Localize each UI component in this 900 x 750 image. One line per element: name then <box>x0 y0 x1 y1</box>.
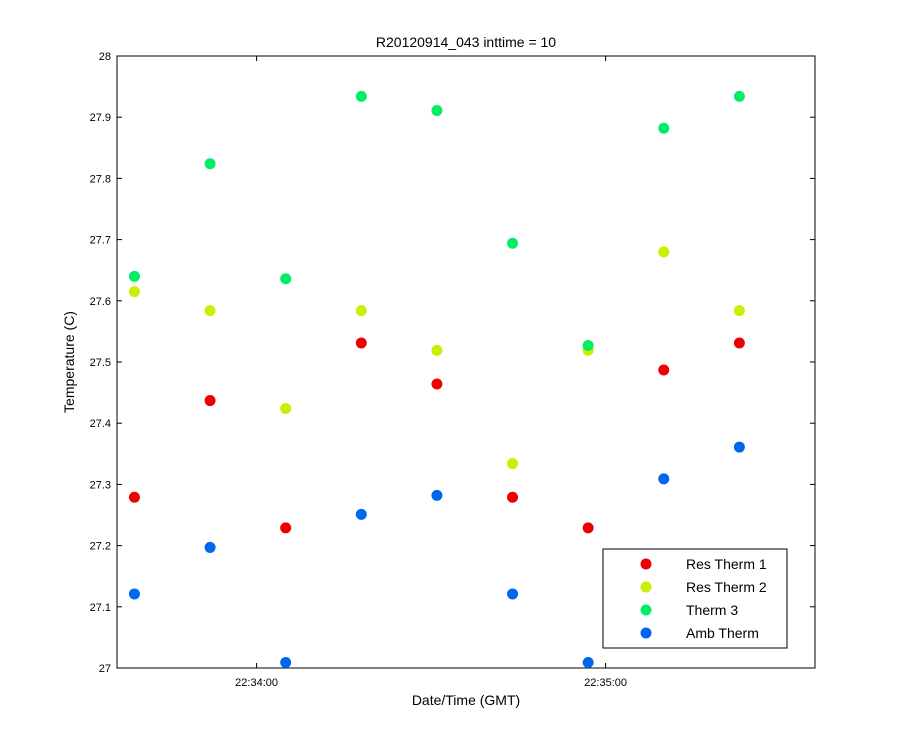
data-point <box>355 337 367 349</box>
legend-marker <box>640 604 652 616</box>
data-point <box>658 122 670 134</box>
data-point <box>128 491 140 503</box>
x-tick-label: 22:35:00 <box>584 677 627 689</box>
data-point <box>355 508 367 520</box>
y-tick-label: 27.6 <box>90 296 111 308</box>
data-point <box>204 395 216 407</box>
legend: Res Therm 1 Res Therm 2 Therm 3 Amb Therm <box>602 548 788 649</box>
legend-entry: Res Therm 2 <box>686 579 767 595</box>
x-axis: 22:34:00 22:35:00 <box>235 56 627 689</box>
y-tick-label: 27.5 <box>90 357 111 369</box>
series-res-therm-2 <box>128 246 745 470</box>
data-point <box>355 90 367 102</box>
data-point <box>128 286 140 298</box>
data-point <box>204 305 216 317</box>
data-point <box>128 588 140 600</box>
data-point <box>204 541 216 553</box>
data-point <box>582 522 594 534</box>
data-point <box>733 90 745 102</box>
data-point <box>507 458 519 470</box>
data-point <box>733 441 745 453</box>
series-therm-3 <box>128 90 745 351</box>
data-point <box>280 273 292 285</box>
data-point <box>355 305 367 317</box>
data-point <box>507 491 519 503</box>
data-point <box>582 656 594 668</box>
data-point <box>280 403 292 415</box>
y-tick-label: 27.3 <box>90 479 111 491</box>
data-point <box>658 246 670 258</box>
data-point <box>733 337 745 349</box>
legend-marker <box>640 558 652 570</box>
data-point <box>582 339 594 351</box>
y-tick-label: 27.7 <box>90 235 111 247</box>
data-point <box>658 473 670 485</box>
data-point <box>431 104 443 116</box>
x-axis-label: Date/Time (GMT) <box>412 692 520 708</box>
y-tick-label: 27.8 <box>90 173 111 185</box>
data-points <box>128 90 745 668</box>
y-tick-label: 27.1 <box>90 602 111 614</box>
data-point <box>431 344 443 356</box>
legend-marker <box>640 581 652 593</box>
data-point <box>658 364 670 376</box>
legend-entry: Therm 3 <box>686 602 738 618</box>
y-tick-label: 27.2 <box>90 541 111 553</box>
data-point <box>280 656 292 668</box>
data-point <box>507 588 519 600</box>
x-tick-label: 22:34:00 <box>235 677 278 689</box>
data-point <box>733 305 745 317</box>
data-point <box>128 270 140 282</box>
legend-entry: Res Therm 1 <box>686 556 767 572</box>
data-point <box>507 237 519 249</box>
series-res-therm-1 <box>128 337 745 534</box>
y-tick-label: 27.9 <box>90 112 111 124</box>
y-tick-label: 28 <box>99 51 111 63</box>
data-point <box>431 378 443 390</box>
chart-title: R20120914_043 inttime = 10 <box>376 34 556 50</box>
y-tick-label: 27.4 <box>90 418 111 430</box>
data-point <box>431 489 443 501</box>
legend-marker <box>640 627 652 639</box>
legend-box <box>602 548 788 649</box>
data-point <box>204 158 216 170</box>
y-axis: 27 27.1 27.2 27.3 27.4 27.5 27.6 27.7 27.8 27.9 28 <box>90 51 815 675</box>
y-axis-label: Temperature (C) <box>61 311 77 413</box>
series-amb-therm <box>128 441 745 668</box>
y-tick-label: 27 <box>99 663 111 675</box>
data-point <box>280 522 292 534</box>
legend-entry: Amb Therm <box>686 625 759 641</box>
